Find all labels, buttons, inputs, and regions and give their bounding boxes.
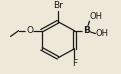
Text: OH: OH [89, 12, 102, 21]
Text: OH: OH [95, 29, 108, 38]
Text: O: O [26, 26, 33, 35]
Text: Br: Br [53, 1, 63, 10]
Text: F: F [72, 59, 77, 68]
Text: B: B [83, 26, 90, 35]
